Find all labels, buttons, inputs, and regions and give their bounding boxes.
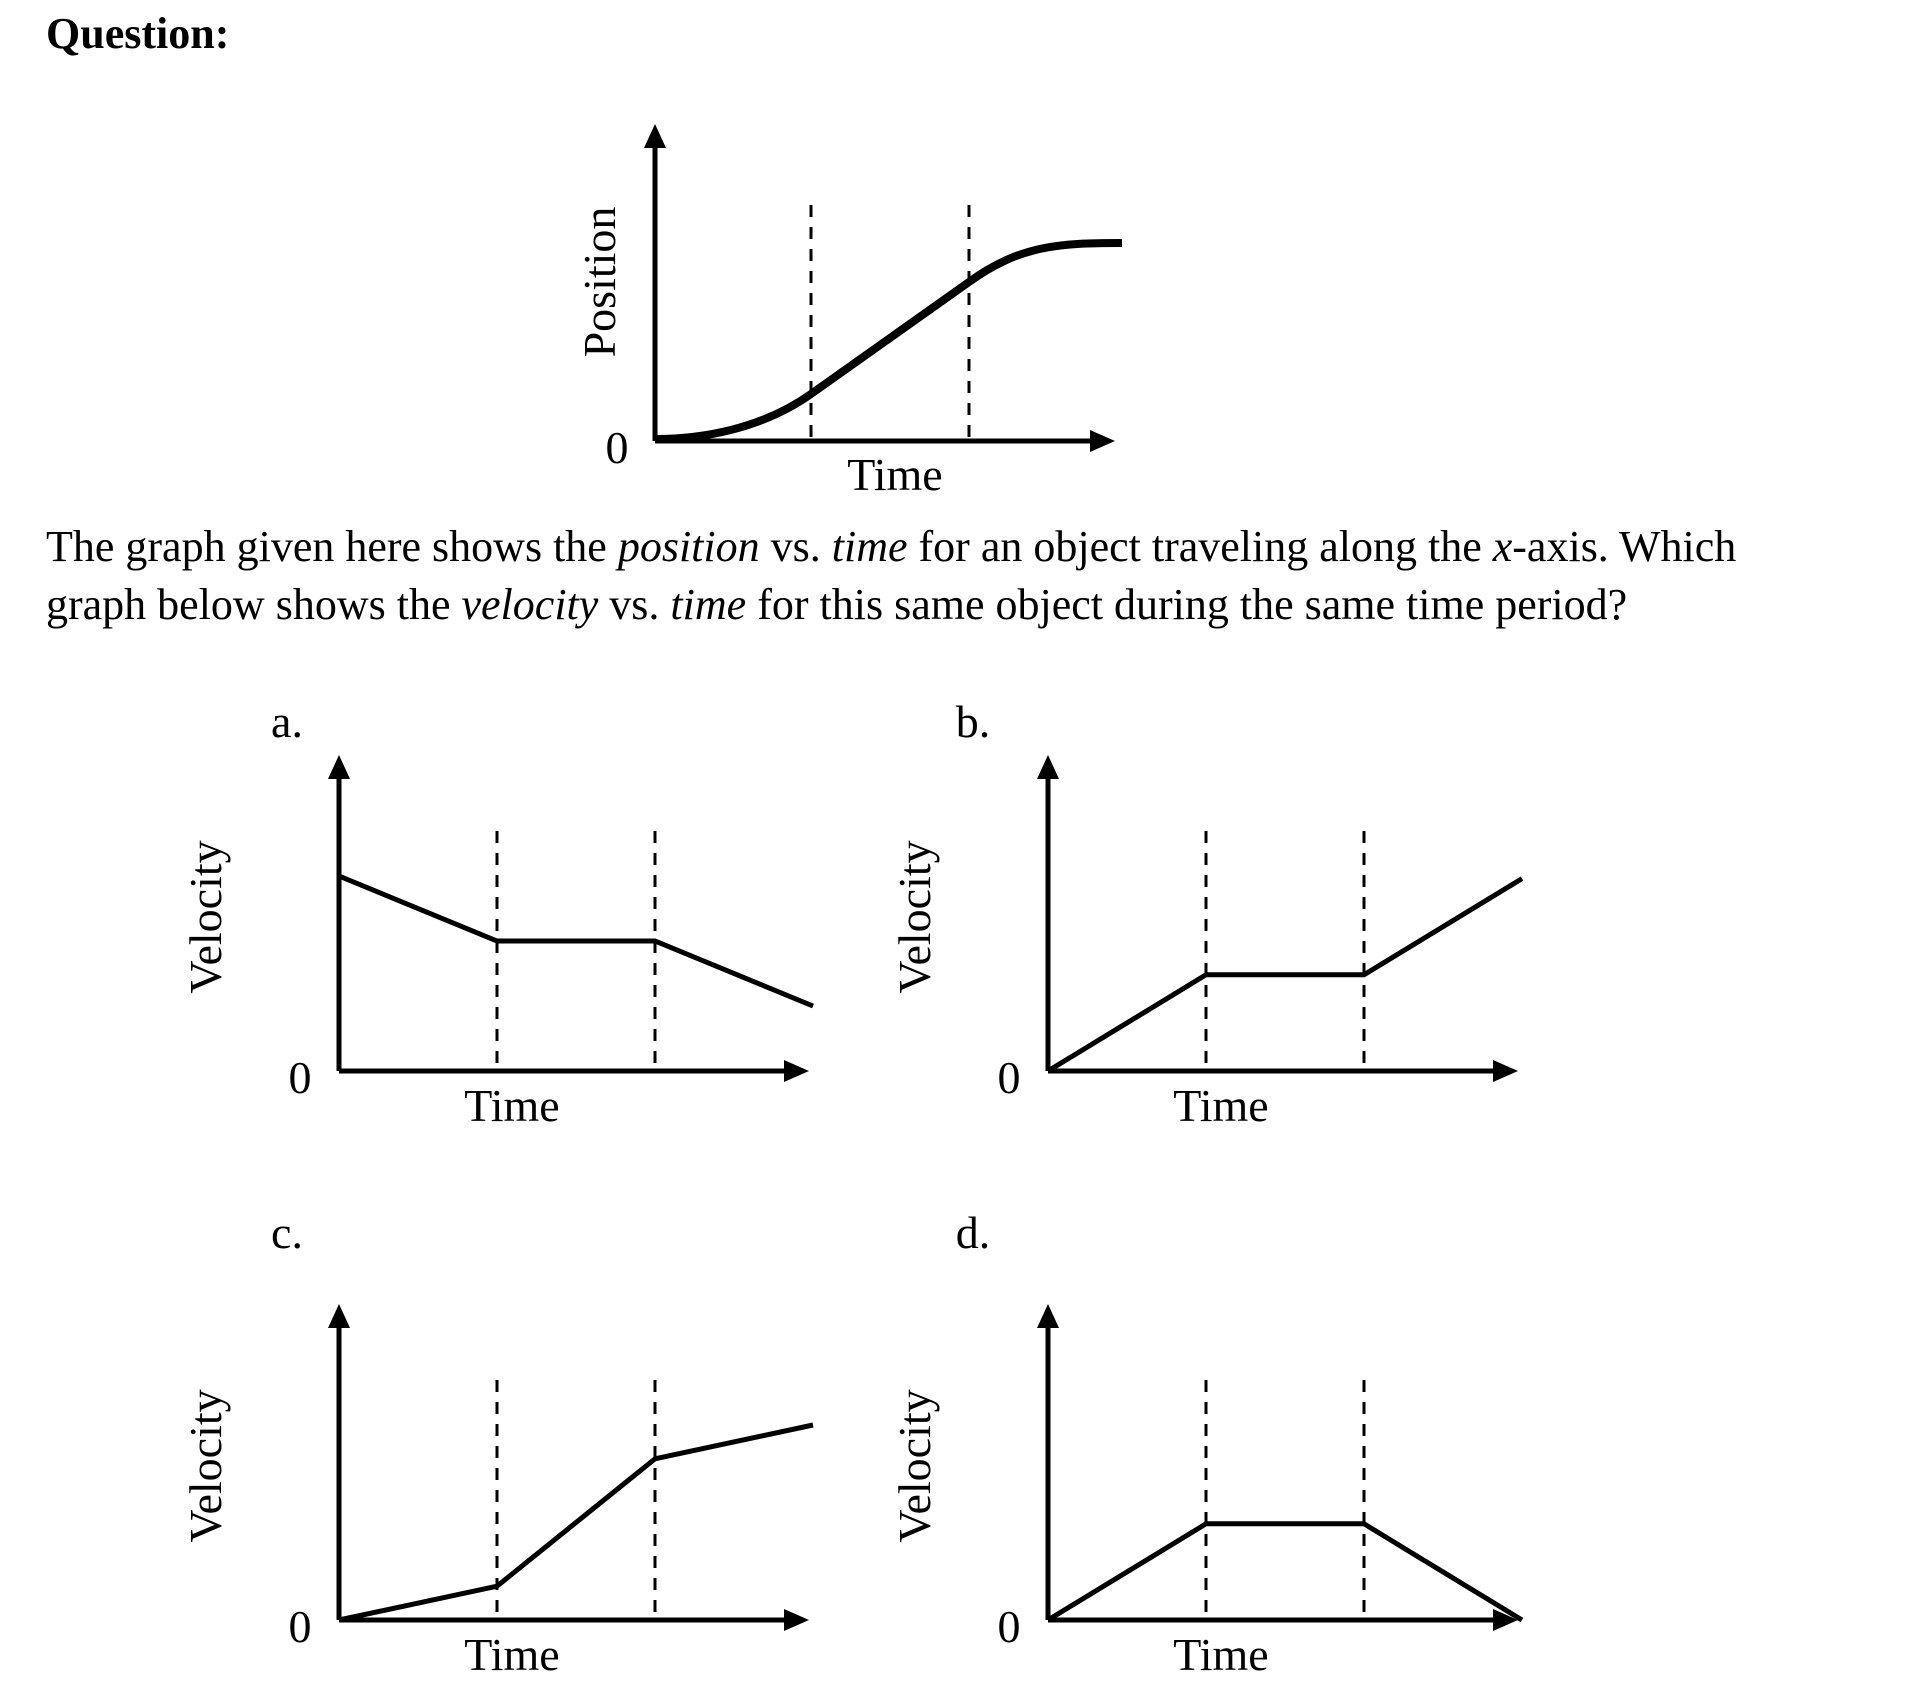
question-heading: Question: <box>46 9 230 58</box>
position-curve <box>654 239 1123 443</box>
option-d-x-arrow <box>1493 1609 1518 1631</box>
option-b-letter: b. <box>956 696 991 747</box>
option-d-x-label: Time <box>1173 1629 1268 1680</box>
option-c-origin-label: 0 <box>289 1601 312 1652</box>
option-a-x-arrow <box>784 1060 809 1082</box>
x-axis-arrow <box>1090 430 1115 452</box>
option-b-x-label: Time <box>1173 1080 1268 1131</box>
option-a-velocity-line <box>338 873 814 1009</box>
option-d-y-arrow <box>1037 1304 1059 1328</box>
question-stem: The graph given here shows the position … <box>46 522 1737 629</box>
option-d-graph: d. Velocity Time 0 <box>889 1207 1524 1680</box>
option-c-velocity-line <box>338 1422 814 1623</box>
option-d-origin-label: 0 <box>998 1601 1021 1652</box>
option-b-origin-label: 0 <box>998 1052 1021 1103</box>
y-axis-arrow <box>644 124 666 148</box>
option-b-y-arrow <box>1037 755 1059 779</box>
option-c-y-arrow <box>328 1304 350 1328</box>
option-a-origin-label: 0 <box>289 1052 312 1103</box>
y-axis-label: Position <box>574 207 625 358</box>
origin-label: 0 <box>606 422 629 473</box>
option-d-velocity-line <box>1046 1521 1524 1623</box>
option-a-y-label: Velocity <box>180 840 231 993</box>
option-a-letter: a. <box>271 696 303 747</box>
option-a-y-arrow <box>328 755 350 779</box>
option-c-letter: c. <box>271 1207 303 1258</box>
option-b-y-label: Velocity <box>889 840 940 993</box>
option-a-x-label: Time <box>464 1080 559 1131</box>
option-c-x-label: Time <box>464 1629 559 1680</box>
option-c-y-label: Velocity <box>180 1389 231 1542</box>
option-b-x-arrow <box>1493 1060 1518 1082</box>
option-d-letter: d. <box>956 1207 991 1258</box>
option-a-graph: a. Velocity Time 0 <box>180 696 814 1131</box>
option-b-velocity-line <box>1046 876 1524 1074</box>
x-axis-label: Time <box>847 449 942 500</box>
option-b-graph: b. Velocity Time 0 <box>889 696 1524 1131</box>
option-c-x-arrow <box>784 1609 809 1631</box>
option-d-y-label: Velocity <box>889 1389 940 1542</box>
option-c-graph: c. Velocity Time 0 <box>180 1207 814 1680</box>
